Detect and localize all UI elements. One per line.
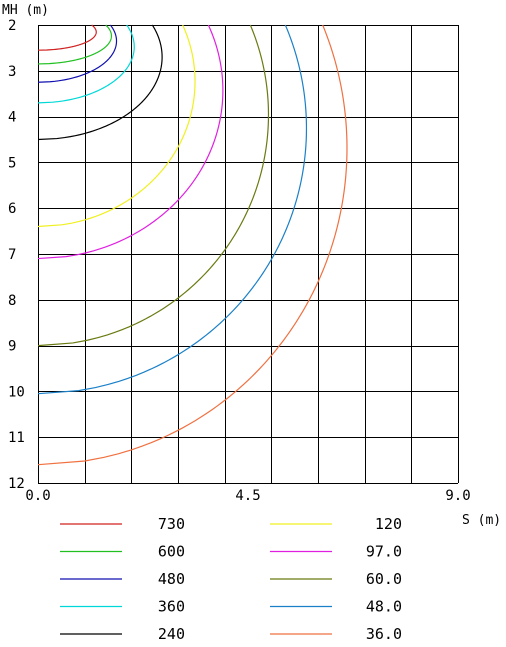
contour-line-120 — [37, 24, 196, 228]
x-axis-label: S (m) — [462, 513, 501, 528]
contour-line-97.0 — [37, 24, 224, 260]
contour-line-36.0 — [37, 24, 348, 466]
legend-label: 48.0 — [366, 598, 402, 616]
contour-line-600 — [37, 24, 113, 65]
grid — [38, 25, 459, 484]
contour-line-240 — [37, 24, 163, 141]
y-tick-label: 3 — [8, 64, 16, 80]
legend-label: 480 — [158, 570, 185, 588]
y-tick-label: 9 — [8, 339, 16, 355]
y-tick-label: 6 — [8, 201, 16, 217]
contour-line-360 — [37, 24, 135, 104]
legend-label: 600 — [158, 543, 185, 561]
legend-label: 360 — [158, 598, 185, 616]
contour-line-480 — [37, 24, 118, 83]
x-tick-label: 0.0 — [25, 488, 50, 504]
legend-label: 240 — [158, 625, 185, 643]
contour-line-60.0 — [37, 24, 270, 347]
y-axis-label: MH (m) — [2, 3, 49, 18]
y-tick-label: 11 — [8, 430, 25, 446]
x-tick-label: 4.5 — [235, 488, 260, 504]
y-tick-label: 10 — [8, 384, 25, 400]
y-tick-label: 5 — [8, 155, 16, 171]
legend: 730 600 480 360 240 120 97.0 60.0 48.0 36.0 — [60, 515, 402, 643]
y-tick-label: 2 — [8, 18, 16, 34]
tick-labels: 2 3 4 5 6 7 8 9 10 11 120.0 4.5 9.0 — [8, 18, 471, 504]
legend-label: 120 — [375, 515, 402, 533]
legend-label: 60.0 — [366, 570, 402, 588]
y-tick-label: 8 — [8, 293, 16, 309]
contour-line-48.0 — [37, 24, 308, 395]
legend-label: 36.0 — [366, 625, 402, 643]
contour-curves — [37, 24, 348, 466]
y-tick-label: 4 — [8, 110, 16, 126]
legend-label: 730 — [158, 515, 185, 533]
x-tick-label: 9.0 — [445, 488, 470, 504]
y-tick-label: 7 — [8, 247, 16, 263]
y-tick-label: 12 — [8, 476, 25, 492]
legend-label: 97.0 — [366, 543, 402, 561]
contour-line-730 — [37, 24, 97, 51]
